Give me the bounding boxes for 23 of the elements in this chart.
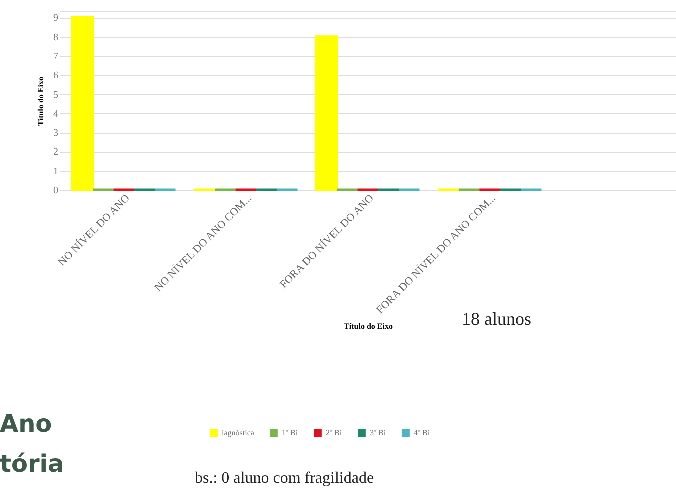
- bar: [315, 36, 338, 192]
- legend-label: iagnóstica: [222, 428, 255, 438]
- y-axis-title: Título do Eixo: [36, 77, 46, 126]
- y-tick-label: 1: [54, 166, 58, 178]
- y-tick-label: 7: [54, 52, 58, 63]
- y-tick-label: 5: [54, 90, 58, 101]
- y-tick-label: 9: [54, 13, 58, 24]
- legend-label: 2º Bi: [326, 428, 343, 438]
- text: Ano: [0, 410, 52, 438]
- y-tick-label: 4: [54, 108, 58, 120]
- legend-label: 1º Bi: [282, 428, 299, 438]
- x-axis-title: Título do Eixo: [344, 322, 393, 331]
- text: bs.: 0 aluno com fragilidade: [195, 470, 374, 487]
- bar: [71, 16, 94, 192]
- legend-label: 3º Bi: [370, 428, 387, 438]
- y-tick-label: 3: [54, 128, 58, 140]
- y-tick-label: 0: [54, 186, 58, 196]
- text: 18 alunos: [462, 309, 532, 329]
- legend-label: 4º Bi: [414, 428, 431, 438]
- y-tick-label: 6: [54, 70, 58, 82]
- y-tick-label: 2: [54, 147, 58, 158]
- text: tória: [0, 450, 64, 478]
- y-tick-label: 8: [54, 32, 58, 44]
